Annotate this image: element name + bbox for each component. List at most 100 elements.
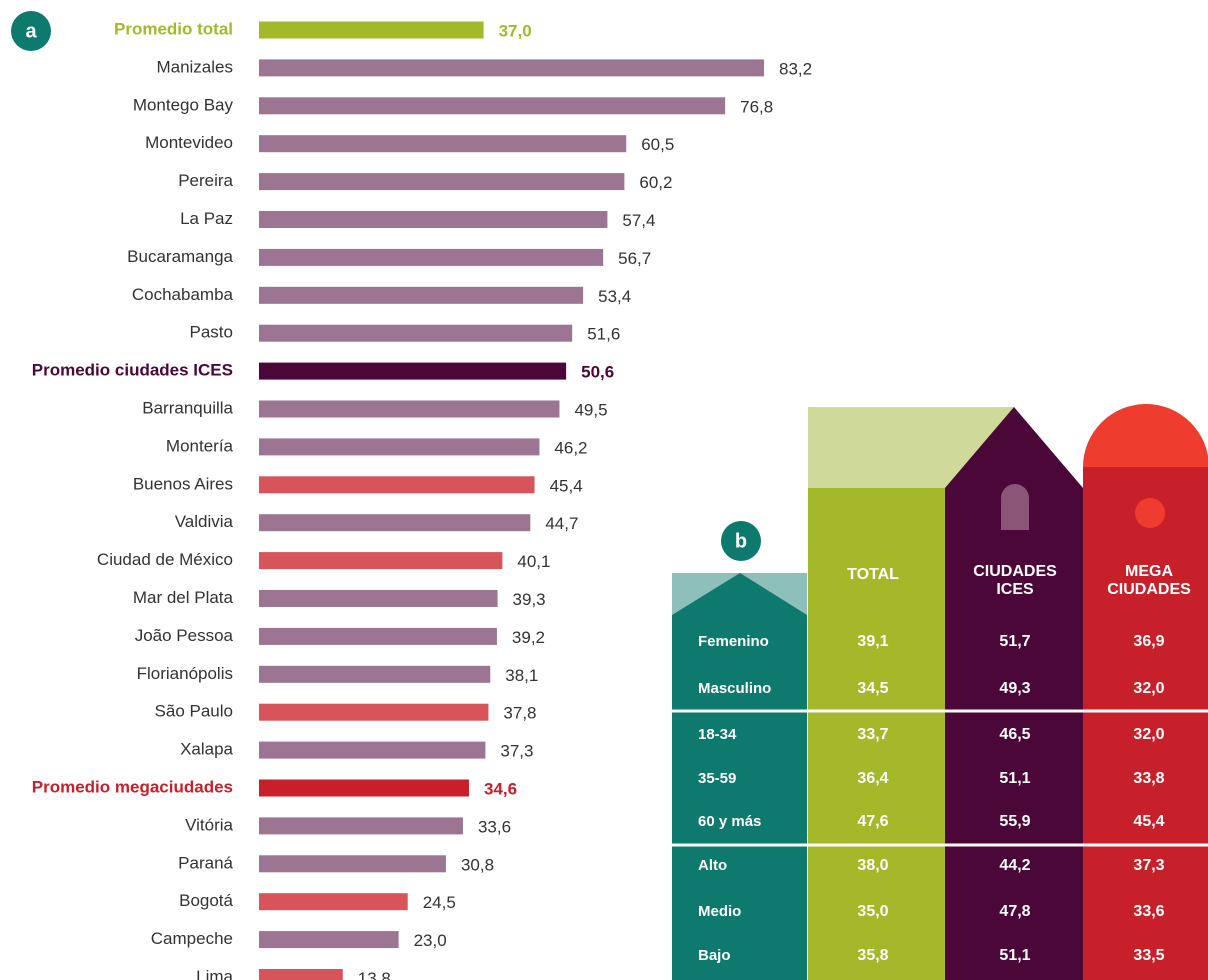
bar: [259, 173, 624, 190]
cell: 35,0: [857, 903, 888, 920]
bar: [259, 780, 469, 797]
row-label: 60 y más: [698, 813, 761, 830]
value-label: 44,7: [545, 514, 578, 533]
value-label: 23,0: [414, 931, 447, 950]
value-label: 83,2: [779, 59, 812, 78]
badge-label: b: [735, 530, 747, 552]
value-label: 53,4: [598, 287, 631, 306]
value-label: 50,6: [581, 363, 614, 382]
row-label: Medio: [698, 903, 741, 920]
bar: [259, 249, 603, 266]
category-label: Montego Bay: [133, 95, 234, 114]
category-label: Bucaramanga: [127, 247, 233, 266]
value-label: 38,1: [505, 666, 538, 685]
value-label: 39,3: [513, 590, 546, 609]
bar: [259, 59, 764, 76]
bar: [259, 666, 490, 683]
value-label: 13,8: [358, 969, 391, 980]
bar: [259, 552, 502, 569]
value-label: 60,5: [641, 135, 674, 154]
bar: [259, 893, 408, 910]
category-label: Lima: [196, 967, 233, 980]
bar: [259, 401, 559, 418]
cell: 51,1: [999, 770, 1030, 787]
category-label: Manizales: [156, 57, 233, 76]
cell: 49,3: [999, 680, 1030, 697]
value-label: 40,1: [517, 552, 550, 571]
column-header: TOTAL: [823, 566, 923, 584]
column-header: MEGA CIUDADES: [1099, 563, 1199, 599]
bar: [259, 476, 535, 493]
cell: 38,0: [857, 857, 888, 874]
category-label: Vitória: [185, 815, 233, 834]
category-label: Paraná: [178, 853, 233, 872]
cell: 55,9: [999, 813, 1030, 830]
row-label: Alto: [698, 857, 727, 874]
category-label: Mar del Plata: [133, 588, 234, 607]
cell: 33,8: [1133, 770, 1164, 787]
cell: 51,7: [999, 633, 1030, 650]
page: a b Promedio total 37,0 Manizales 83,2 Monte…: [0, 0, 1208, 980]
cell: 37,3: [1133, 857, 1164, 874]
value-label: 37,0: [499, 21, 532, 40]
value-label: 30,8: [461, 855, 494, 874]
cell: 34,5: [857, 680, 888, 697]
cell: 33,7: [857, 726, 888, 743]
category-label: Ciudad de México: [97, 550, 233, 569]
value-label: 57,4: [622, 211, 655, 230]
bar: [259, 287, 583, 304]
bar: [259, 817, 463, 834]
cell: 47,8: [999, 903, 1030, 920]
bar: [259, 855, 446, 872]
bar: [259, 211, 607, 228]
badge-label: a: [25, 20, 37, 42]
category-label: Valdivia: [175, 512, 234, 531]
cell: 35,8: [857, 947, 888, 964]
category-label: Pasto: [190, 323, 233, 342]
bar: [259, 97, 725, 114]
category-label: La Paz: [180, 209, 233, 228]
cell: 32,0: [1133, 726, 1164, 743]
row-label: Masculino: [698, 680, 771, 697]
value-label: 60,2: [639, 173, 672, 192]
category-label: Buenos Aires: [133, 474, 233, 493]
cell: 33,5: [1133, 947, 1164, 964]
cell: 46,5: [999, 726, 1030, 743]
category-label: Montería: [166, 436, 234, 455]
category-label: Cochabamba: [132, 285, 234, 304]
bar: [259, 628, 497, 645]
bar: [259, 135, 626, 152]
value-label: 34,6: [484, 779, 517, 798]
deco: [1001, 484, 1029, 530]
bar: [259, 363, 566, 380]
cell: 51,1: [999, 947, 1030, 964]
bar: [259, 931, 399, 948]
cell: 45,4: [1133, 813, 1164, 830]
cell: 32,0: [1133, 680, 1164, 697]
category-label: Pereira: [178, 171, 233, 190]
cell: 36,4: [857, 770, 888, 787]
value-label: 39,2: [512, 628, 545, 647]
category-label: Montevideo: [145, 133, 233, 152]
chart: a b Promedio total 37,0 Manizales 83,2 Monte…: [0, 0, 1208, 980]
category-label: Xalapa: [180, 740, 233, 759]
value-label: 45,4: [550, 476, 583, 495]
row-label: 35-59: [698, 770, 736, 787]
row-label: 18-34: [698, 726, 737, 743]
cell: 47,6: [857, 813, 888, 830]
bar: [259, 325, 572, 342]
category-label: São Paulo: [155, 702, 233, 721]
bar: [259, 969, 343, 980]
value-label: 46,2: [554, 438, 587, 457]
category-label: Promedio total: [114, 19, 233, 38]
value-label: 49,5: [574, 400, 607, 419]
value-label: 76,8: [740, 97, 773, 116]
deco: [1135, 498, 1165, 528]
cell: 44,2: [999, 857, 1030, 874]
row-label: Femenino: [698, 633, 769, 650]
bar: [259, 22, 484, 39]
category-label: Campeche: [151, 929, 233, 948]
category-label: Promedio ciudades ICES: [32, 361, 233, 380]
category-label: Florianópolis: [137, 664, 233, 683]
value-label: 51,6: [587, 325, 620, 344]
